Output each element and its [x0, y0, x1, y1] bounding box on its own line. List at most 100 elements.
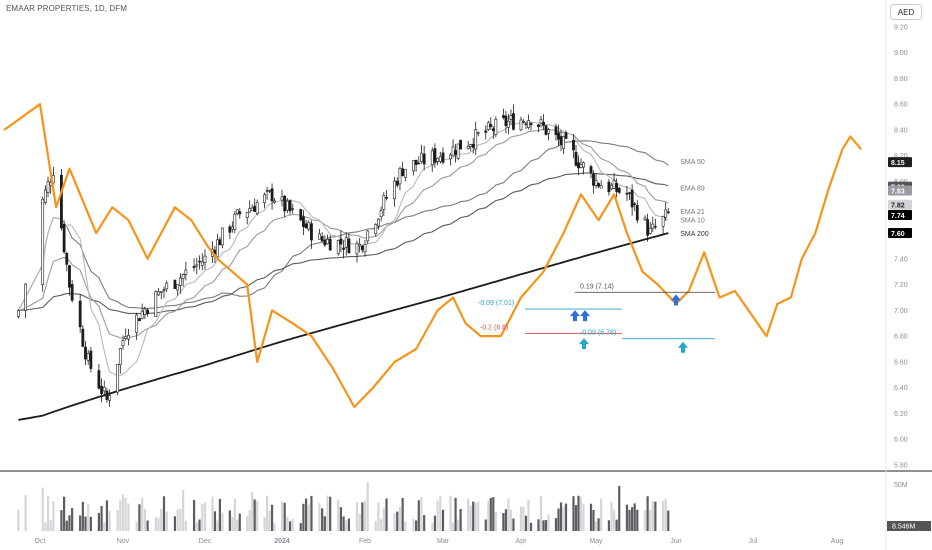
candle-body	[527, 120, 530, 128]
candle-body	[648, 227, 652, 234]
candle-body	[140, 310, 144, 319]
candle-body	[451, 146, 455, 157]
volume-bar	[248, 509, 251, 531]
volume-bar	[329, 496, 332, 531]
candle-body	[355, 242, 359, 255]
candle-body	[542, 121, 545, 126]
candle-body	[379, 210, 383, 217]
volume-bar	[198, 519, 201, 531]
candle-body	[154, 291, 158, 317]
volume-bar	[216, 520, 219, 531]
y-tick-label: 7.00	[894, 308, 908, 315]
currency-button[interactable]: AED	[890, 4, 922, 20]
candle-body	[574, 151, 578, 166]
candle-body	[70, 284, 74, 301]
volume-bar	[579, 496, 583, 531]
volume-bar	[594, 521, 598, 531]
candle-body	[108, 395, 112, 401]
volume-bar	[542, 520, 545, 531]
candle-body	[507, 120, 510, 128]
volume-bar	[49, 519, 52, 531]
volume-bar	[265, 495, 269, 531]
candle-body	[285, 200, 289, 211]
volume-bar	[173, 516, 177, 531]
volume-bar	[494, 512, 497, 531]
volume-bar	[347, 518, 351, 531]
candle-body	[539, 119, 543, 124]
candle-body	[385, 197, 388, 199]
volume-bar	[441, 509, 445, 531]
arrow-up-icon	[579, 338, 589, 350]
candle-body	[597, 183, 600, 187]
volume-bar	[358, 513, 361, 531]
candle-body	[412, 160, 415, 172]
volume-bar	[143, 508, 146, 531]
candle-body	[395, 180, 399, 186]
volume-bar	[664, 498, 667, 531]
candle-body	[84, 346, 87, 360]
candle-body	[89, 350, 93, 369]
candle-body	[403, 169, 407, 178]
candle-body	[299, 209, 303, 221]
y-tick-label: 6.00	[894, 437, 908, 444]
x-tick-label: Mar	[437, 538, 450, 545]
volume-bar	[52, 501, 55, 531]
candle-body	[146, 309, 150, 315]
volume-bar	[135, 521, 138, 531]
volume-bar	[17, 509, 20, 531]
candle-body	[307, 222, 311, 230]
volume-bar	[572, 496, 575, 531]
arrow-up-icon	[671, 294, 681, 306]
volume-bar	[592, 510, 595, 531]
candle-body	[607, 181, 611, 193]
candle-body	[454, 150, 457, 155]
candle-body	[572, 139, 575, 151]
volume-bar	[667, 510, 670, 531]
volume-bar	[68, 515, 71, 531]
volume-bar	[65, 520, 68, 531]
volume-bar	[157, 517, 160, 531]
volume-bar	[339, 507, 343, 531]
candle-body	[78, 300, 82, 328]
volume-bar	[286, 516, 289, 531]
volume-bar	[562, 506, 565, 531]
candle-body	[512, 113, 515, 130]
volume-bar	[307, 504, 310, 531]
volume-bar	[141, 497, 144, 531]
candle-body	[220, 227, 224, 246]
volume-bar	[256, 500, 259, 531]
candle-body	[579, 164, 583, 168]
candle-body	[68, 265, 71, 288]
volume-bar	[218, 498, 222, 531]
volume-bar	[618, 485, 621, 531]
candle-body	[218, 239, 222, 246]
candle-body	[342, 247, 345, 250]
volume-bar	[127, 503, 130, 531]
candle-body	[195, 264, 199, 267]
volume-bar	[477, 501, 480, 531]
candle-body	[192, 266, 196, 268]
candle-body	[336, 240, 340, 254]
volume-bar	[302, 503, 305, 531]
candle-body	[62, 224, 66, 253]
volume-bar	[280, 501, 284, 531]
price-badge-label: 7.93	[891, 189, 905, 196]
volume-bar	[377, 502, 380, 531]
candle-body	[661, 216, 665, 227]
volume-bar	[318, 503, 321, 531]
candle-body	[86, 353, 90, 361]
y-tick-label: 8.20	[894, 153, 908, 160]
candle-body	[420, 152, 423, 162]
volume-bar	[211, 496, 214, 531]
volume-bar	[283, 502, 286, 531]
y-tick-label: 6.80	[894, 334, 908, 341]
y-tick-label: 6.20	[894, 411, 908, 418]
volume-bar	[361, 502, 364, 531]
y-tick-label: 7.40	[894, 256, 908, 263]
candle-body	[270, 188, 274, 202]
volume-bar	[310, 495, 313, 531]
candle-body	[268, 190, 271, 192]
candle-body	[230, 226, 234, 230]
candle-body	[318, 233, 321, 240]
